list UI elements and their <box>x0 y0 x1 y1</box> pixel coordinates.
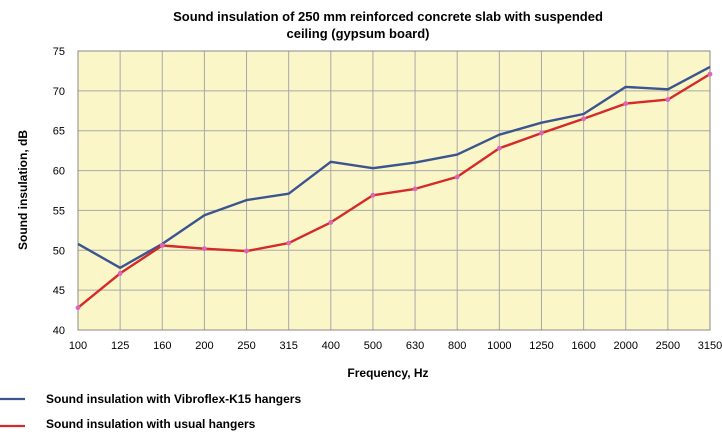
y-axis-label: Sound insulation, dB <box>16 130 30 250</box>
x-tick-label: 1000 <box>487 340 511 352</box>
series-1-point <box>328 219 334 225</box>
y-tick-label: 75 <box>53 46 65 58</box>
x-tick-label: 2500 <box>656 340 680 352</box>
y-tick-label: 70 <box>53 86 65 98</box>
series-1-point <box>496 145 502 151</box>
x-tick-label: 200 <box>195 340 213 352</box>
y-tick-label: 45 <box>53 285 65 297</box>
series-1-point <box>412 186 418 192</box>
x-tick-label: 800 <box>448 340 466 352</box>
legend-label-usual: Sound insulation with usual hangers <box>46 417 256 431</box>
plot-border <box>77 50 711 331</box>
x-tick-label: 160 <box>153 340 171 352</box>
legend: Sound insulation with Vibroflex-K15 hang… <box>0 392 301 431</box>
y-tick-label: 60 <box>53 166 65 178</box>
series-line-0 <box>77 65 711 269</box>
x-tick-label: 630 <box>406 340 424 352</box>
series-1-point <box>244 248 249 254</box>
series-1-point <box>581 116 586 122</box>
series-1-point <box>117 271 123 276</box>
chart-title-line-2: ceiling (gypsum board) <box>286 26 429 41</box>
series-1-point <box>665 97 671 103</box>
x-tick-label: 1600 <box>571 340 595 352</box>
chart-title-line-1: Sound insulation of 250 mm reinforced co… <box>173 9 603 24</box>
series-1-point <box>623 101 629 107</box>
series-1-point <box>159 243 165 248</box>
series-1-point <box>707 71 713 77</box>
x-tick-label: 100 <box>69 340 87 352</box>
series-line-1 <box>77 73 711 309</box>
series-1-point <box>286 240 292 246</box>
series-1-point <box>202 246 207 252</box>
series-1-point <box>75 305 81 311</box>
x-tick-label: 2000 <box>613 340 637 352</box>
y-tick-label: 55 <box>53 205 65 217</box>
x-axis-label: Frequency, Hz <box>347 366 428 380</box>
series-1-point <box>370 192 376 198</box>
y-tick-label: 50 <box>53 245 65 257</box>
legend-label-vibroflex: Sound insulation with Vibroflex-K15 hang… <box>46 392 301 406</box>
plot-background <box>78 51 710 330</box>
series-1-point <box>539 130 544 136</box>
y-tick-label: 65 <box>53 126 65 138</box>
x-tick-label: 3150 <box>698 340 722 352</box>
x-tick-label: 400 <box>322 340 340 352</box>
x-tick-label: 500 <box>364 340 382 352</box>
x-tick-label: 125 <box>111 340 129 352</box>
x-tick-label: 1250 <box>529 340 553 352</box>
series-1-point <box>454 174 460 180</box>
x-tick-label: 250 <box>237 340 255 352</box>
y-tick-label: 40 <box>53 325 65 337</box>
x-tick-label: 315 <box>279 340 297 352</box>
